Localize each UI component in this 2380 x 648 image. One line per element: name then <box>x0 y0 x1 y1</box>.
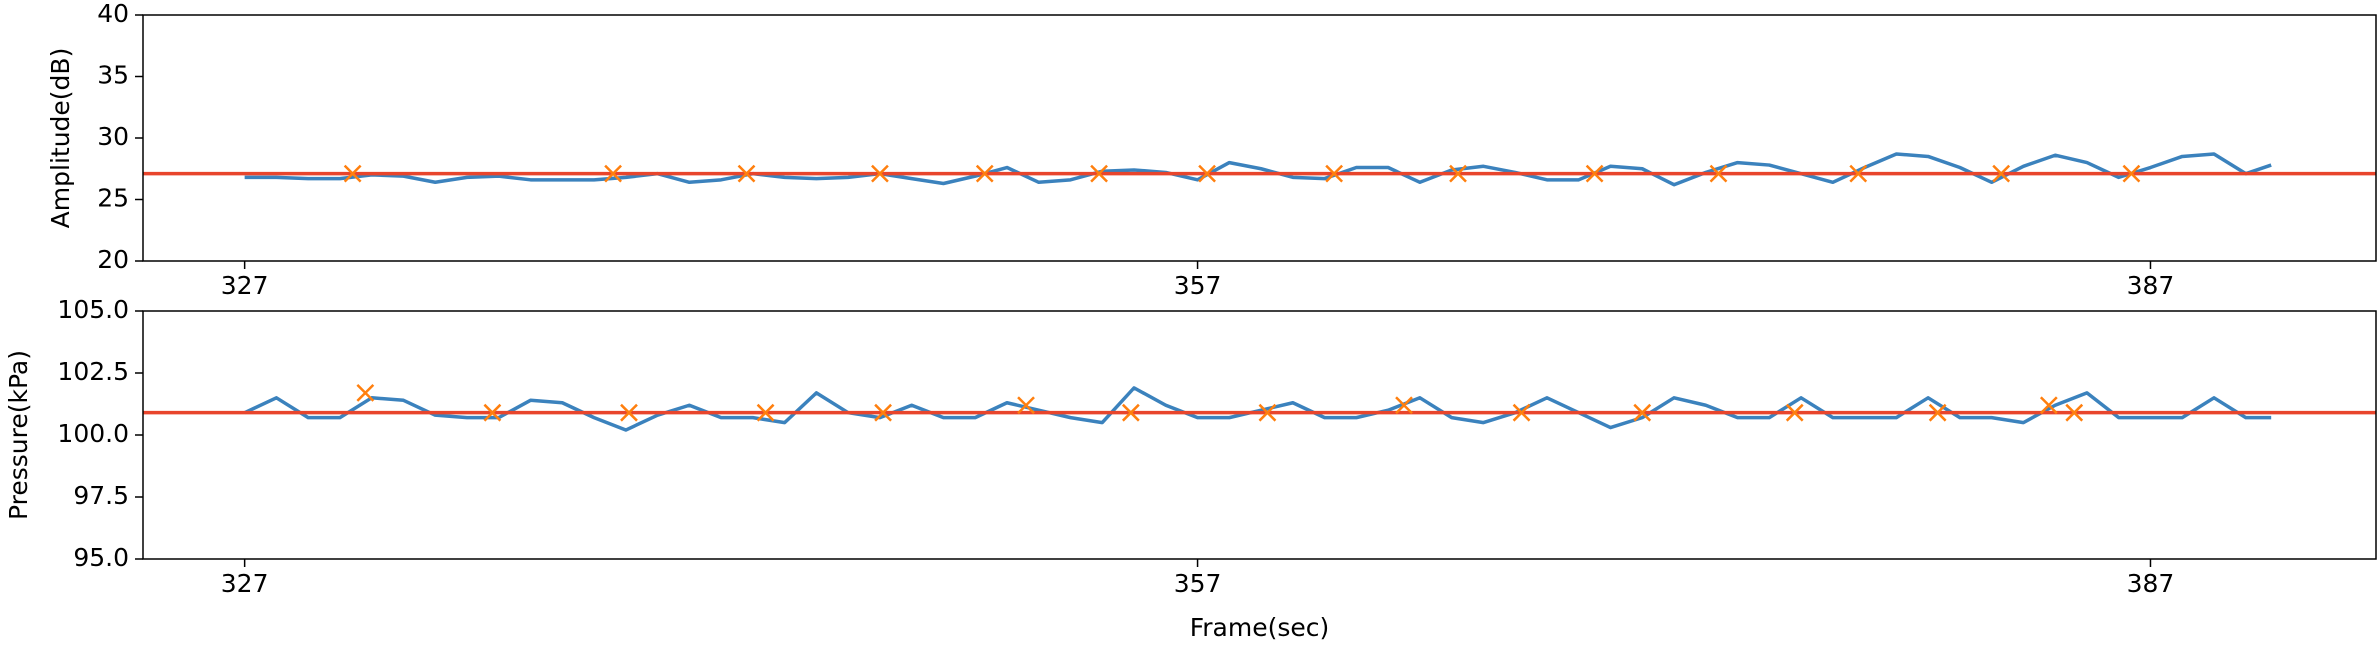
y-tick-label: 20 <box>97 245 129 274</box>
marker <box>1449 164 1467 183</box>
x-tick-label: 357 <box>1174 569 1222 598</box>
y-tick-label: 95.0 <box>73 543 129 572</box>
data-line <box>244 152 2272 187</box>
marker <box>1992 164 2011 183</box>
marker <box>874 403 892 422</box>
marker <box>1512 403 1531 422</box>
marker <box>1928 403 1947 422</box>
y-tick-label: 97.5 <box>73 481 129 510</box>
y-tick-label: 30 <box>97 122 129 151</box>
marker <box>483 403 502 422</box>
marker <box>1633 403 1652 422</box>
x-tick-label: 357 <box>1174 271 1222 300</box>
marker <box>1121 403 1140 422</box>
marker <box>343 164 362 183</box>
marker <box>2039 396 2058 415</box>
marker <box>1785 403 1804 422</box>
marker <box>756 403 775 422</box>
marker <box>737 164 756 183</box>
y-axis-label: Pressure(kPa) <box>4 350 33 520</box>
plot-frame <box>142 310 2377 560</box>
y-tick-label: 100.0 <box>57 419 129 448</box>
data-line <box>243 386 2272 432</box>
marker <box>975 164 994 183</box>
marker <box>1090 164 1108 183</box>
marker <box>1017 396 1035 415</box>
x-tick-label: 327 <box>221 271 269 300</box>
x-tick-label: 387 <box>2127 569 2175 598</box>
plot-frame <box>142 14 2377 262</box>
marker <box>1585 164 1604 183</box>
x-tick-label: 327 <box>221 569 269 598</box>
marker <box>620 403 638 422</box>
x-tick-label: 387 <box>2127 271 2175 300</box>
y-tick-label: 105.0 <box>57 295 129 324</box>
marker <box>1325 164 1344 183</box>
marker <box>1258 403 1277 422</box>
y-axis-label: Amplitude(dB) <box>46 48 75 229</box>
marker <box>2122 164 2141 183</box>
marker <box>871 164 889 183</box>
x-axis-label: Frame(sec) <box>1190 613 1330 642</box>
y-tick-label: 102.5 <box>57 357 129 386</box>
marker <box>1849 164 1868 183</box>
y-tick-label: 25 <box>97 184 129 213</box>
marker <box>604 164 622 183</box>
marker <box>356 383 375 402</box>
y-tick-label: 35 <box>97 61 129 90</box>
marker <box>2065 403 2084 422</box>
y-tick-label: 40 <box>97 0 129 28</box>
marker <box>1395 396 1413 415</box>
marker <box>1709 164 1728 183</box>
marker <box>1198 164 1216 183</box>
